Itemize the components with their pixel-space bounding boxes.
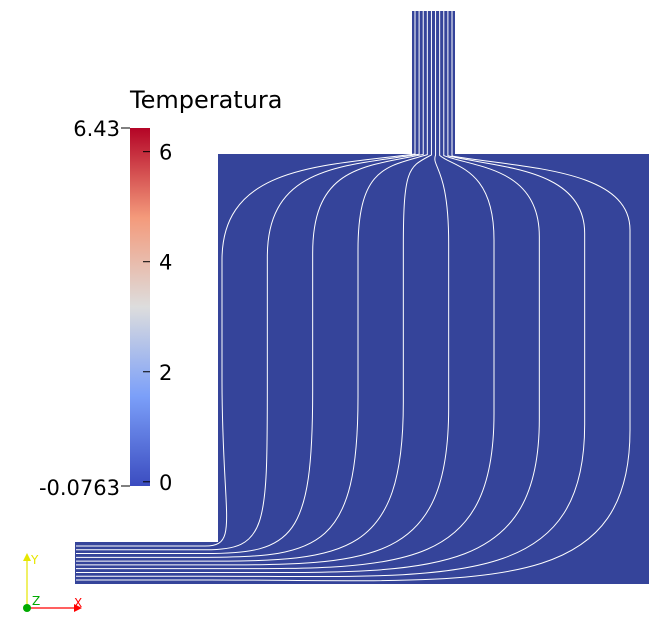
colorbar-min-label: -0.0763 [39,476,120,500]
colorbar-tick-label: 6 [159,141,172,165]
colorbar-tick-label: 4 [159,251,172,275]
streamline [76,11,432,562]
colorbar-max-label: 6.43 [73,117,120,141]
outlet-channel [412,11,455,157]
inlet-channel [75,542,225,584]
colorbar-gradient [130,128,150,486]
streamline [76,11,540,574]
y-axis-label: Y [30,553,39,567]
z-axis-dot [23,604,31,612]
colorbar-title: Temperatura [129,86,283,114]
colorbar-tick-label: 0 [159,471,172,495]
x-axis-label: X [74,596,82,610]
y-axis-head [23,553,31,561]
colorbar: Temperatura 6.43 -0.0763 0 2 4 6 [39,86,283,500]
main-cavity [218,154,649,584]
z-axis-label: Z [32,594,40,608]
x-axis-head [74,604,82,612]
colorbar-tick-label: 2 [159,361,172,385]
colorbar-ticks: 0 2 4 6 [143,141,172,495]
flow-domain [75,11,649,584]
streamline [76,11,424,555]
streamline [76,11,416,547]
streamlines [76,11,631,582]
streamline [76,11,420,551]
streamline [76,11,586,578]
streamline [76,11,450,566]
streamline [76,11,495,570]
orientation-axes: X Y Z [23,553,82,612]
streamline [76,11,631,582]
streamline [76,11,428,558]
